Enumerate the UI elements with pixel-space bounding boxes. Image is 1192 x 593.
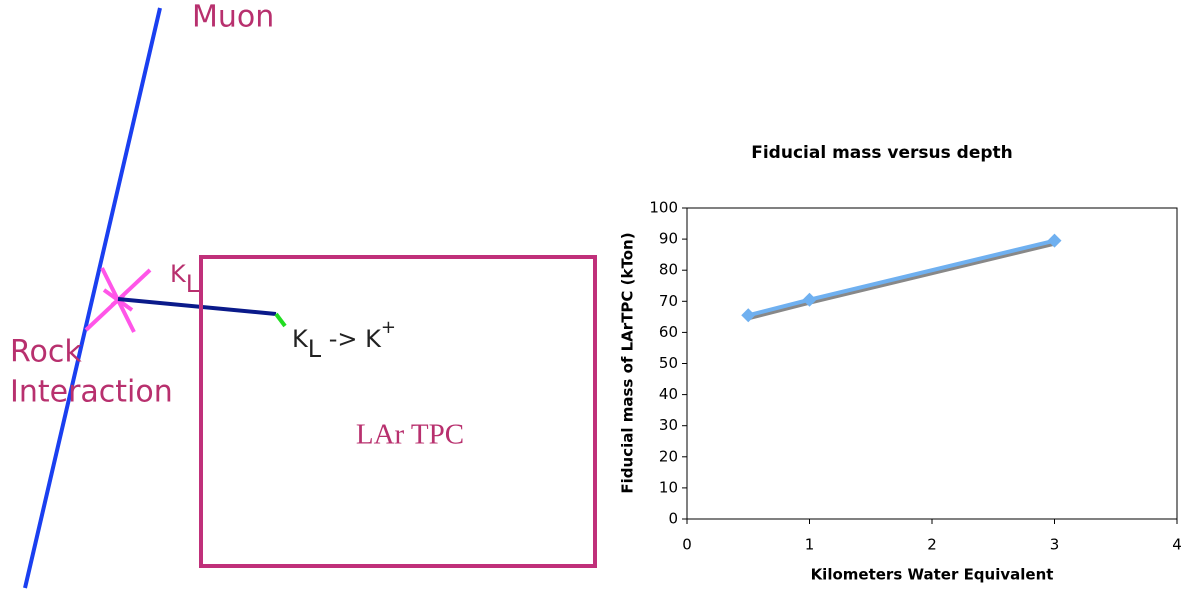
plot-area xyxy=(686,207,1178,520)
muon-label: Muon xyxy=(192,0,274,35)
decay-label: KL -> K+ xyxy=(292,317,396,363)
decay-arrow: -> K xyxy=(321,325,382,353)
x-tick-label: 2 xyxy=(927,536,937,554)
marker xyxy=(1047,233,1062,248)
y-tick-label: 80 xyxy=(659,261,678,279)
detector-label: LAr TPC xyxy=(356,419,464,451)
kl-label: KL xyxy=(170,260,200,298)
kl-track xyxy=(117,297,277,316)
x-tick-label: 3 xyxy=(1050,536,1060,554)
marker xyxy=(802,292,817,307)
x-axis-title: Kilometers Water Equivalent xyxy=(811,566,1054,584)
chart-title: Fiducial mass versus depth xyxy=(751,143,1013,163)
y-tick-label: 90 xyxy=(659,230,678,248)
line-shadow xyxy=(747,241,1055,321)
y-tick-label: 40 xyxy=(659,385,678,403)
kl-base: K xyxy=(170,260,187,288)
decay-base: K xyxy=(292,325,309,353)
y-tick-label: 0 xyxy=(668,510,678,528)
y-tick-label: 20 xyxy=(659,447,678,465)
y-tick-label: 10 xyxy=(659,478,678,496)
x-tick-label: 1 xyxy=(805,536,815,554)
interaction-label: Interaction xyxy=(10,375,173,410)
series-line xyxy=(747,238,1055,318)
kl-sub: L xyxy=(186,270,200,298)
detector-box xyxy=(199,255,597,568)
x-tick-label: 0 xyxy=(682,536,692,554)
muon-track xyxy=(23,7,162,589)
y-tick-label: 100 xyxy=(649,199,678,217)
decay-sub: L xyxy=(308,335,322,363)
x-tick-label: 4 xyxy=(1172,536,1182,554)
y-tick-label: 30 xyxy=(659,416,678,434)
y-tick-label: 70 xyxy=(659,292,678,310)
y-tick-label: 60 xyxy=(659,323,678,341)
decay-sup: + xyxy=(381,317,396,338)
y-tick-label: 50 xyxy=(659,354,678,372)
decay-track xyxy=(274,312,287,328)
y-axis-title: Fiducial mass of LArTPC (kTon) xyxy=(619,232,637,493)
rock-label: Rock xyxy=(10,335,82,370)
marker xyxy=(741,308,756,323)
